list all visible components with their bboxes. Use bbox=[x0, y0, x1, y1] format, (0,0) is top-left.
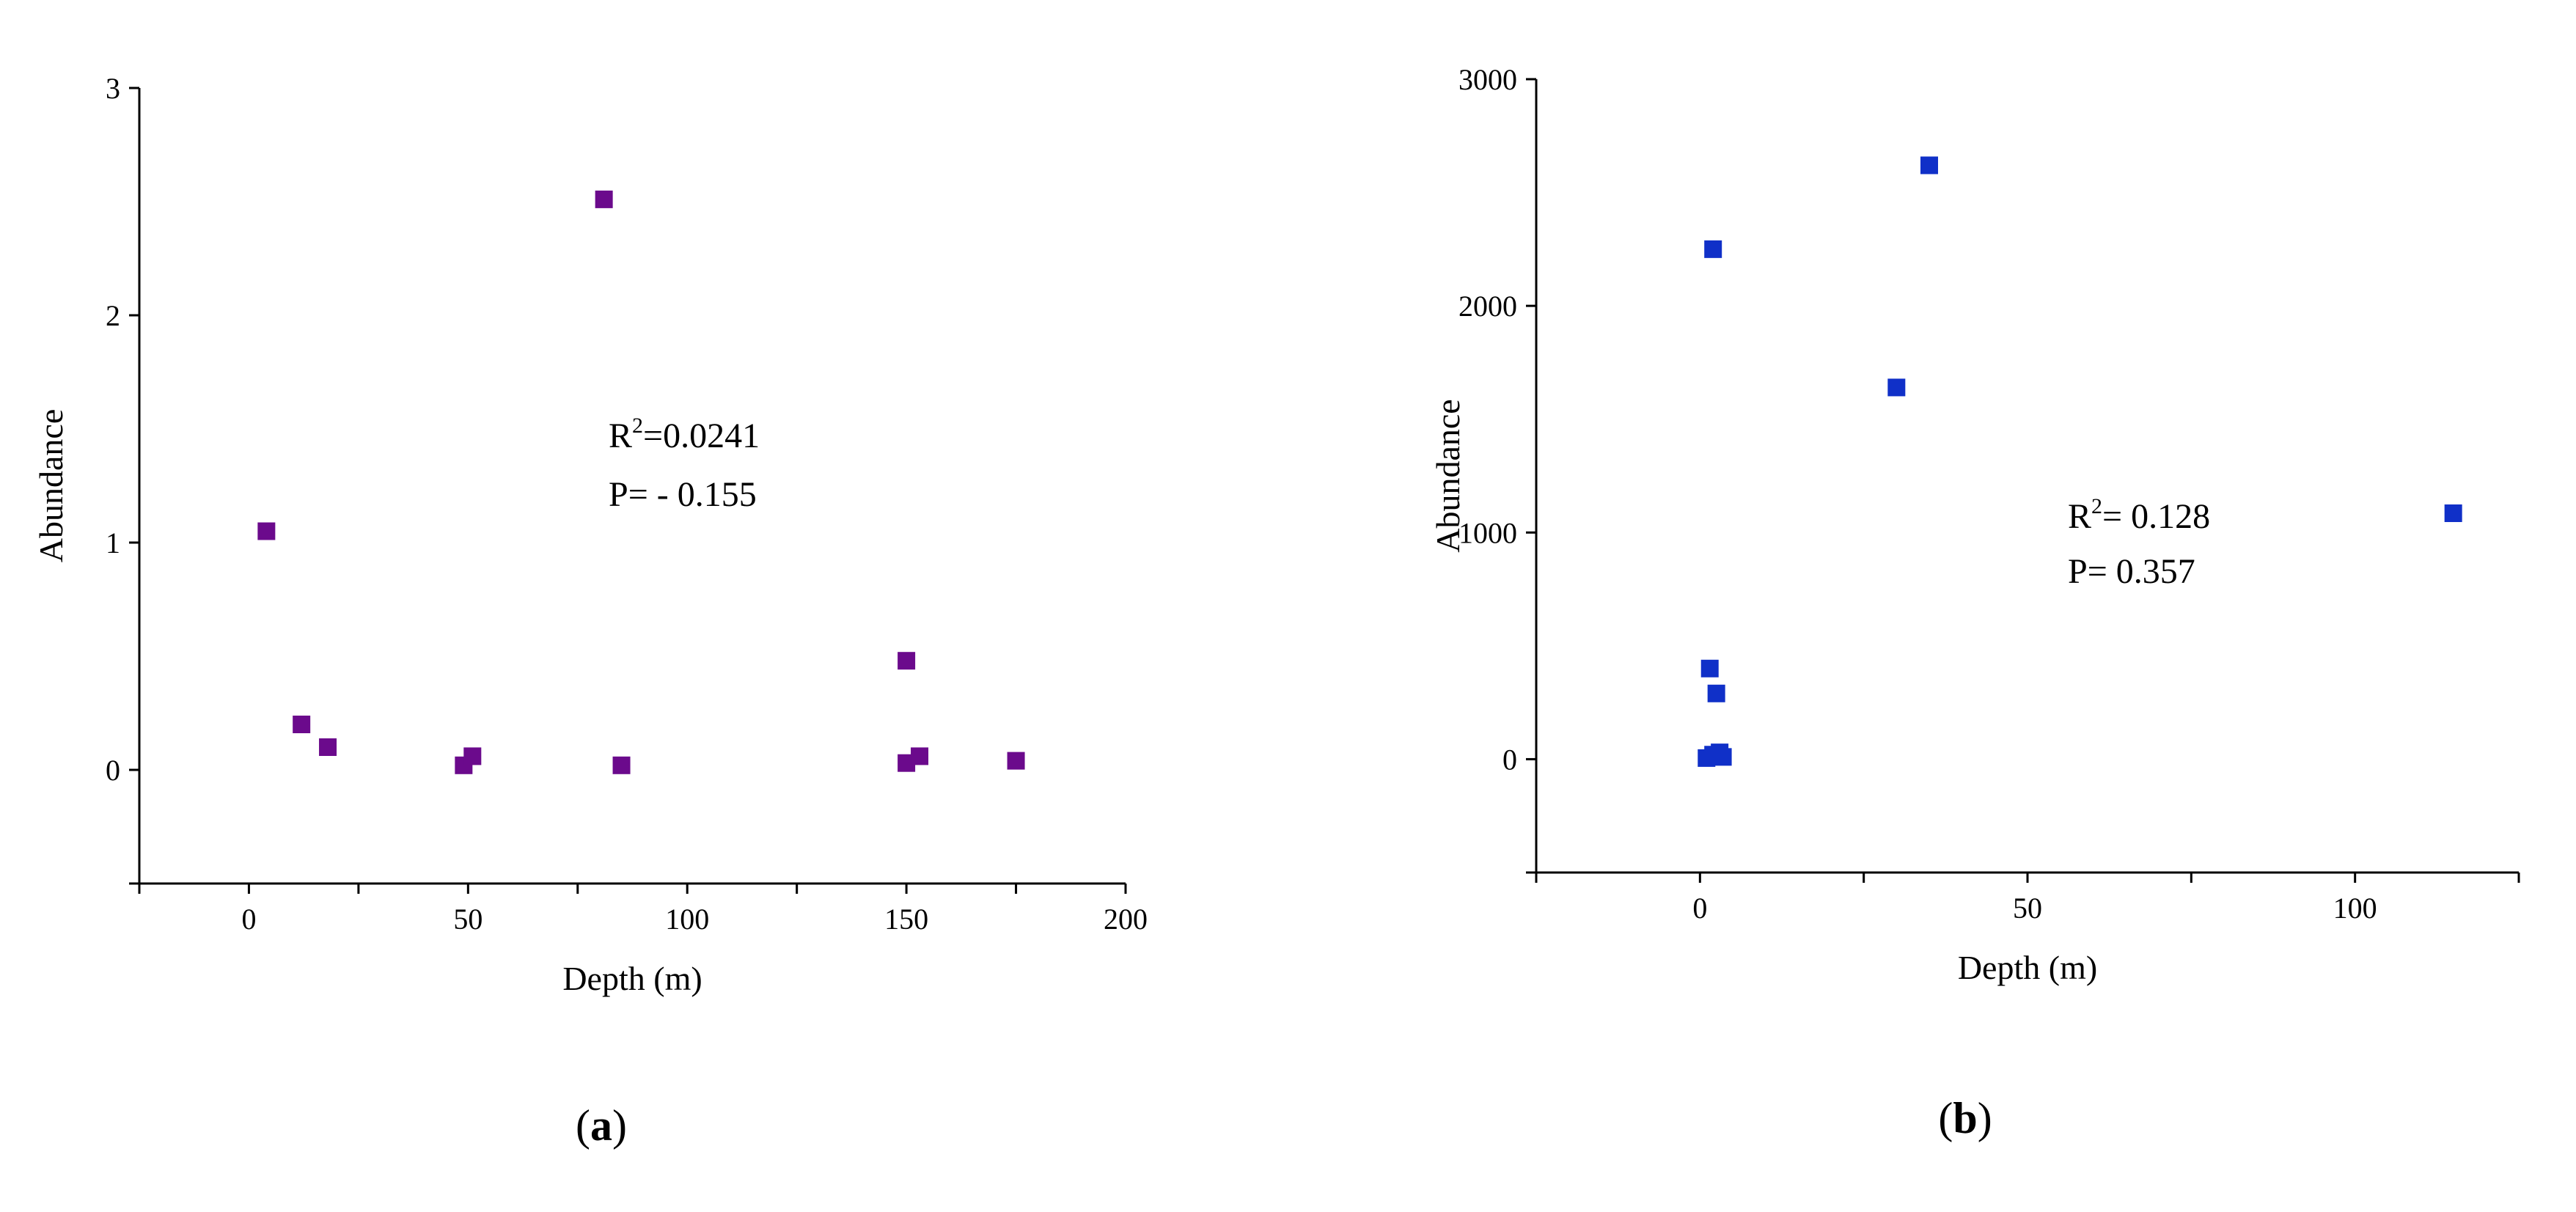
panel-a-x-tick-label: 200 bbox=[1104, 903, 1148, 936]
panel-b-data-point bbox=[2444, 504, 2462, 523]
panel-a-x-axis-label: Depth (m) bbox=[562, 960, 702, 997]
panel-a-data-point bbox=[612, 756, 631, 774]
panel-a-label: (a) bbox=[576, 1101, 627, 1150]
panel-b-points bbox=[1698, 156, 2462, 767]
panel-a-r2-annotation: R2=0.0241 bbox=[609, 414, 760, 455]
panel-b-data-point bbox=[1920, 156, 1938, 175]
panel-a-data-point bbox=[1007, 752, 1025, 770]
panel-b-x-axis-label: Depth (m) bbox=[1958, 949, 2097, 986]
panel-b-r2-value: = 0.128 bbox=[2102, 497, 2210, 536]
panel-a-data-point bbox=[911, 747, 929, 765]
panel-a-r2-base: R bbox=[609, 416, 632, 455]
panel-b-r2-annotation: R2= 0.128 bbox=[2068, 494, 2210, 536]
panel-b-x-ticks: 0 50 100 bbox=[1535, 873, 2520, 925]
panel-a-label-open: ( bbox=[576, 1101, 590, 1150]
panel-b-data-point bbox=[1887, 378, 1906, 397]
panel-a-p-annotation: P= - 0.155 bbox=[609, 475, 757, 514]
panel-b-data-point bbox=[1704, 240, 1722, 258]
panel-a-x-tick-label: 100 bbox=[665, 903, 709, 936]
panel-a-label-letter: a bbox=[590, 1101, 612, 1150]
panel-a-r2-superscript: 2 bbox=[632, 414, 643, 438]
panel-a-x-tick-label: 150 bbox=[884, 903, 928, 936]
panel-b-data-point bbox=[1714, 748, 1732, 766]
panel-a-data-point bbox=[319, 738, 337, 756]
panel-b-p-annotation: P= 0.357 bbox=[2068, 552, 2195, 591]
panel-a-y-ticks: 0 1 2 3 bbox=[106, 72, 139, 885]
panel-a-data-point bbox=[463, 747, 482, 765]
panel-a-data-point bbox=[257, 522, 276, 540]
panel-b-y-tick-label: 0 bbox=[1502, 743, 1517, 776]
panel-b-label-close: ) bbox=[1978, 1094, 1992, 1142]
panel-a-x-tick-label: 50 bbox=[453, 903, 482, 936]
panel-a-x-tick-label: 0 bbox=[241, 903, 256, 936]
panel-b-label-open: ( bbox=[1938, 1094, 1953, 1142]
panel-a-points bbox=[257, 190, 1025, 774]
panel-a-y-axis-label: Abundance bbox=[32, 409, 70, 562]
panel-b-label: (b) bbox=[1938, 1094, 1992, 1142]
panel-b-y-ticks: 0 1000 2000 3000 bbox=[1458, 63, 1536, 874]
panel-b-r2-base: R bbox=[2068, 497, 2091, 536]
panel-b-label-letter: b bbox=[1953, 1094, 1977, 1142]
panel-b-x-tick-label: 50 bbox=[2013, 892, 2042, 925]
panel-a-x-ticks: 0 50 100 150 200 bbox=[138, 884, 1148, 936]
panel-a-data-point bbox=[293, 716, 311, 733]
panel-b-r2-superscript: 2 bbox=[2091, 494, 2102, 518]
panel-a-label-close: ) bbox=[612, 1101, 627, 1150]
panel-a-y-tick-label: 1 bbox=[106, 526, 120, 559]
panel-b-y-axis-label: Abundance bbox=[1429, 399, 1467, 552]
panel-b-y-tick-label: 2000 bbox=[1458, 290, 1517, 323]
panel-b-data-point bbox=[1707, 684, 1725, 702]
panel-b-x-tick-label: 100 bbox=[2333, 892, 2377, 925]
panel-a-y-tick-label: 0 bbox=[106, 754, 120, 787]
panel-a-y-tick-label: 2 bbox=[106, 299, 120, 332]
panel-a-data-point bbox=[595, 190, 613, 208]
panel-b: 0 1000 2000 3000 0 50 100 Depth (m) Abundance… bbox=[1429, 63, 2520, 1142]
panel-b-y-tick-label: 1000 bbox=[1458, 516, 1517, 549]
panel-a-data-point bbox=[898, 652, 916, 670]
panel-b-y-tick-label: 3000 bbox=[1458, 63, 1517, 96]
panel-b-data-point bbox=[1700, 659, 1719, 677]
panel-b-x-tick-label: 0 bbox=[1692, 892, 1707, 925]
panel-a-y-tick-label: 3 bbox=[106, 72, 120, 105]
panel-a-r2-value: =0.0241 bbox=[643, 416, 760, 455]
